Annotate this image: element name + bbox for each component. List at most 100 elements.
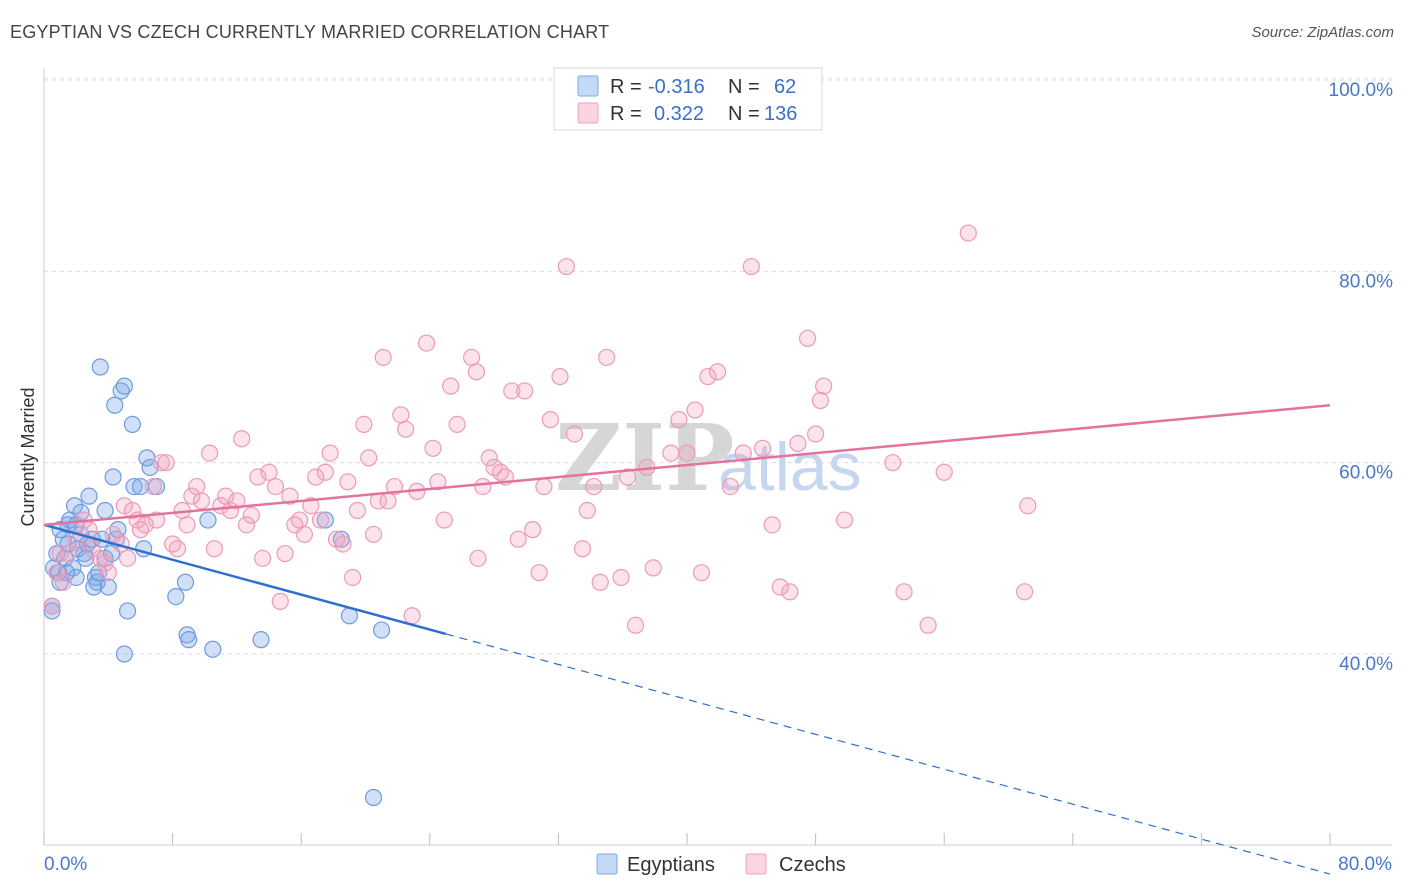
egyptians-point-46	[141, 458, 159, 477]
series-egyptians	[43, 358, 391, 807]
legend-n-value-2: 136	[764, 103, 797, 125]
czechs-point-121	[811, 391, 830, 410]
czechs-point-37	[233, 430, 251, 448]
legend-n-label-1: N =	[728, 76, 760, 98]
czechs-point-44	[271, 592, 289, 610]
czechs-point-94	[573, 540, 592, 558]
egyptians-point-40	[118, 602, 137, 620]
czechs-point-31	[200, 444, 219, 462]
czechs-point-96	[585, 477, 603, 496]
czechs-point-100	[618, 468, 637, 486]
czechs-point-11	[99, 564, 117, 582]
egyptians-point-27	[91, 358, 109, 376]
x-tick-label-max: 80.0%	[1338, 854, 1392, 875]
czechs-point-73	[429, 473, 447, 491]
czechs-point-52	[311, 511, 330, 529]
czechs-point-72	[424, 439, 442, 457]
egyptians-point-51	[180, 631, 198, 649]
bottom-legend-label-egyptians: Egyptians	[627, 854, 715, 876]
czechs-point-85	[509, 530, 527, 548]
czechs-point-0	[43, 597, 61, 615]
czechs-point-58	[344, 568, 362, 587]
czechs-point-30	[192, 492, 211, 510]
czechs-point-46	[281, 487, 299, 505]
watermark-atlas: atlas	[718, 429, 862, 505]
czechs-point-42	[260, 463, 278, 481]
czechs-point-95	[578, 501, 596, 520]
bottom-legend: Egyptians Czechs	[596, 853, 846, 876]
czechs-point-120	[806, 425, 825, 443]
czechs-point-115	[763, 516, 781, 534]
czechs-point-39	[242, 506, 260, 524]
czechs-point-119	[798, 329, 817, 347]
egyptians-point-30	[96, 501, 114, 520]
egyptians-point-31	[99, 578, 117, 596]
czechs-point-110	[708, 363, 727, 381]
czechs-point-106	[678, 444, 696, 462]
czechs-point-16	[123, 501, 142, 520]
egyptians-point-26	[90, 564, 108, 582]
czechs-point-104	[662, 444, 680, 462]
czechs-point-109	[699, 367, 717, 386]
egyptians-point-36	[109, 521, 127, 539]
czechs-point-84	[503, 382, 521, 400]
czechs-point-65	[379, 492, 397, 510]
czechs-point-49	[295, 525, 314, 544]
y-tick-labels: 40.0% 60.0% 80.0% 100.0%	[1329, 80, 1394, 675]
egyptians-point-39	[115, 645, 133, 663]
czechs-point-99	[612, 568, 630, 587]
legend: R = -0.316 N = 62 R = 0.322 N = 136	[553, 67, 823, 131]
egyptians-point-1	[43, 602, 61, 620]
watermark-zip: ZIP	[555, 404, 734, 512]
egyptians-point-55	[316, 511, 334, 529]
czechs-point-61	[360, 449, 378, 467]
czechs-point-88	[530, 564, 548, 582]
legend-swatch-czechs	[577, 102, 599, 124]
czechs-point-114	[753, 439, 772, 457]
czechs-point-53	[316, 463, 334, 481]
czechs-point-60	[355, 415, 373, 433]
czechs-point-22	[152, 454, 170, 472]
czechs-point-113	[742, 257, 760, 276]
egyptians-point-14	[67, 568, 85, 587]
czechs-point-1	[48, 564, 66, 582]
egyptians-trend-line	[43, 523, 447, 636]
czechs-point-23	[157, 454, 175, 472]
chart-title: EGYPTIAN VS CZECH CURRENTLY MARRIED CORR…	[10, 22, 610, 42]
bottom-legend-swatch-czechs	[745, 853, 767, 875]
czechs-point-28	[183, 487, 201, 505]
czechs-point-126	[919, 616, 937, 634]
egyptians-point-61	[77, 549, 95, 567]
czechs-point-43	[266, 477, 285, 496]
czechs-point-3	[54, 573, 72, 591]
czechs-point-82	[491, 463, 510, 481]
czechs-point-15	[118, 549, 137, 567]
czechs-point-123	[835, 511, 854, 529]
egyptians-point-13	[65, 497, 84, 515]
czechs-point-32	[205, 540, 223, 558]
czechs-point-101	[626, 616, 645, 634]
czechs-point-66	[385, 477, 404, 496]
egyptians-point-42	[125, 477, 143, 496]
egyptians-point-52	[199, 511, 217, 529]
czechs-point-59	[348, 501, 367, 520]
y-tick-label-60: 60.0%	[1339, 463, 1393, 484]
czechs-point-127	[935, 463, 953, 481]
y-tick-label-100: 100.0%	[1329, 80, 1394, 101]
czechs-point-107	[686, 401, 704, 419]
czechs-point-25	[168, 540, 187, 558]
czechs-point-69	[403, 607, 421, 625]
czechs-point-78	[467, 363, 486, 381]
czechs-trend-line	[43, 404, 1331, 527]
legend-swatch-egyptians	[577, 75, 599, 97]
czechs-point-124	[884, 454, 902, 472]
czechs-point-125	[895, 583, 913, 601]
czechs-point-64	[374, 348, 392, 367]
watermark: ZIP atlas	[555, 404, 862, 512]
czechs-point-93	[565, 425, 584, 443]
czechs-point-51	[307, 468, 325, 486]
czechs-point-80	[480, 449, 498, 467]
czechs-point-87	[524, 521, 542, 539]
czechs-point-36	[228, 492, 246, 510]
egyptians-point-37	[112, 382, 130, 400]
